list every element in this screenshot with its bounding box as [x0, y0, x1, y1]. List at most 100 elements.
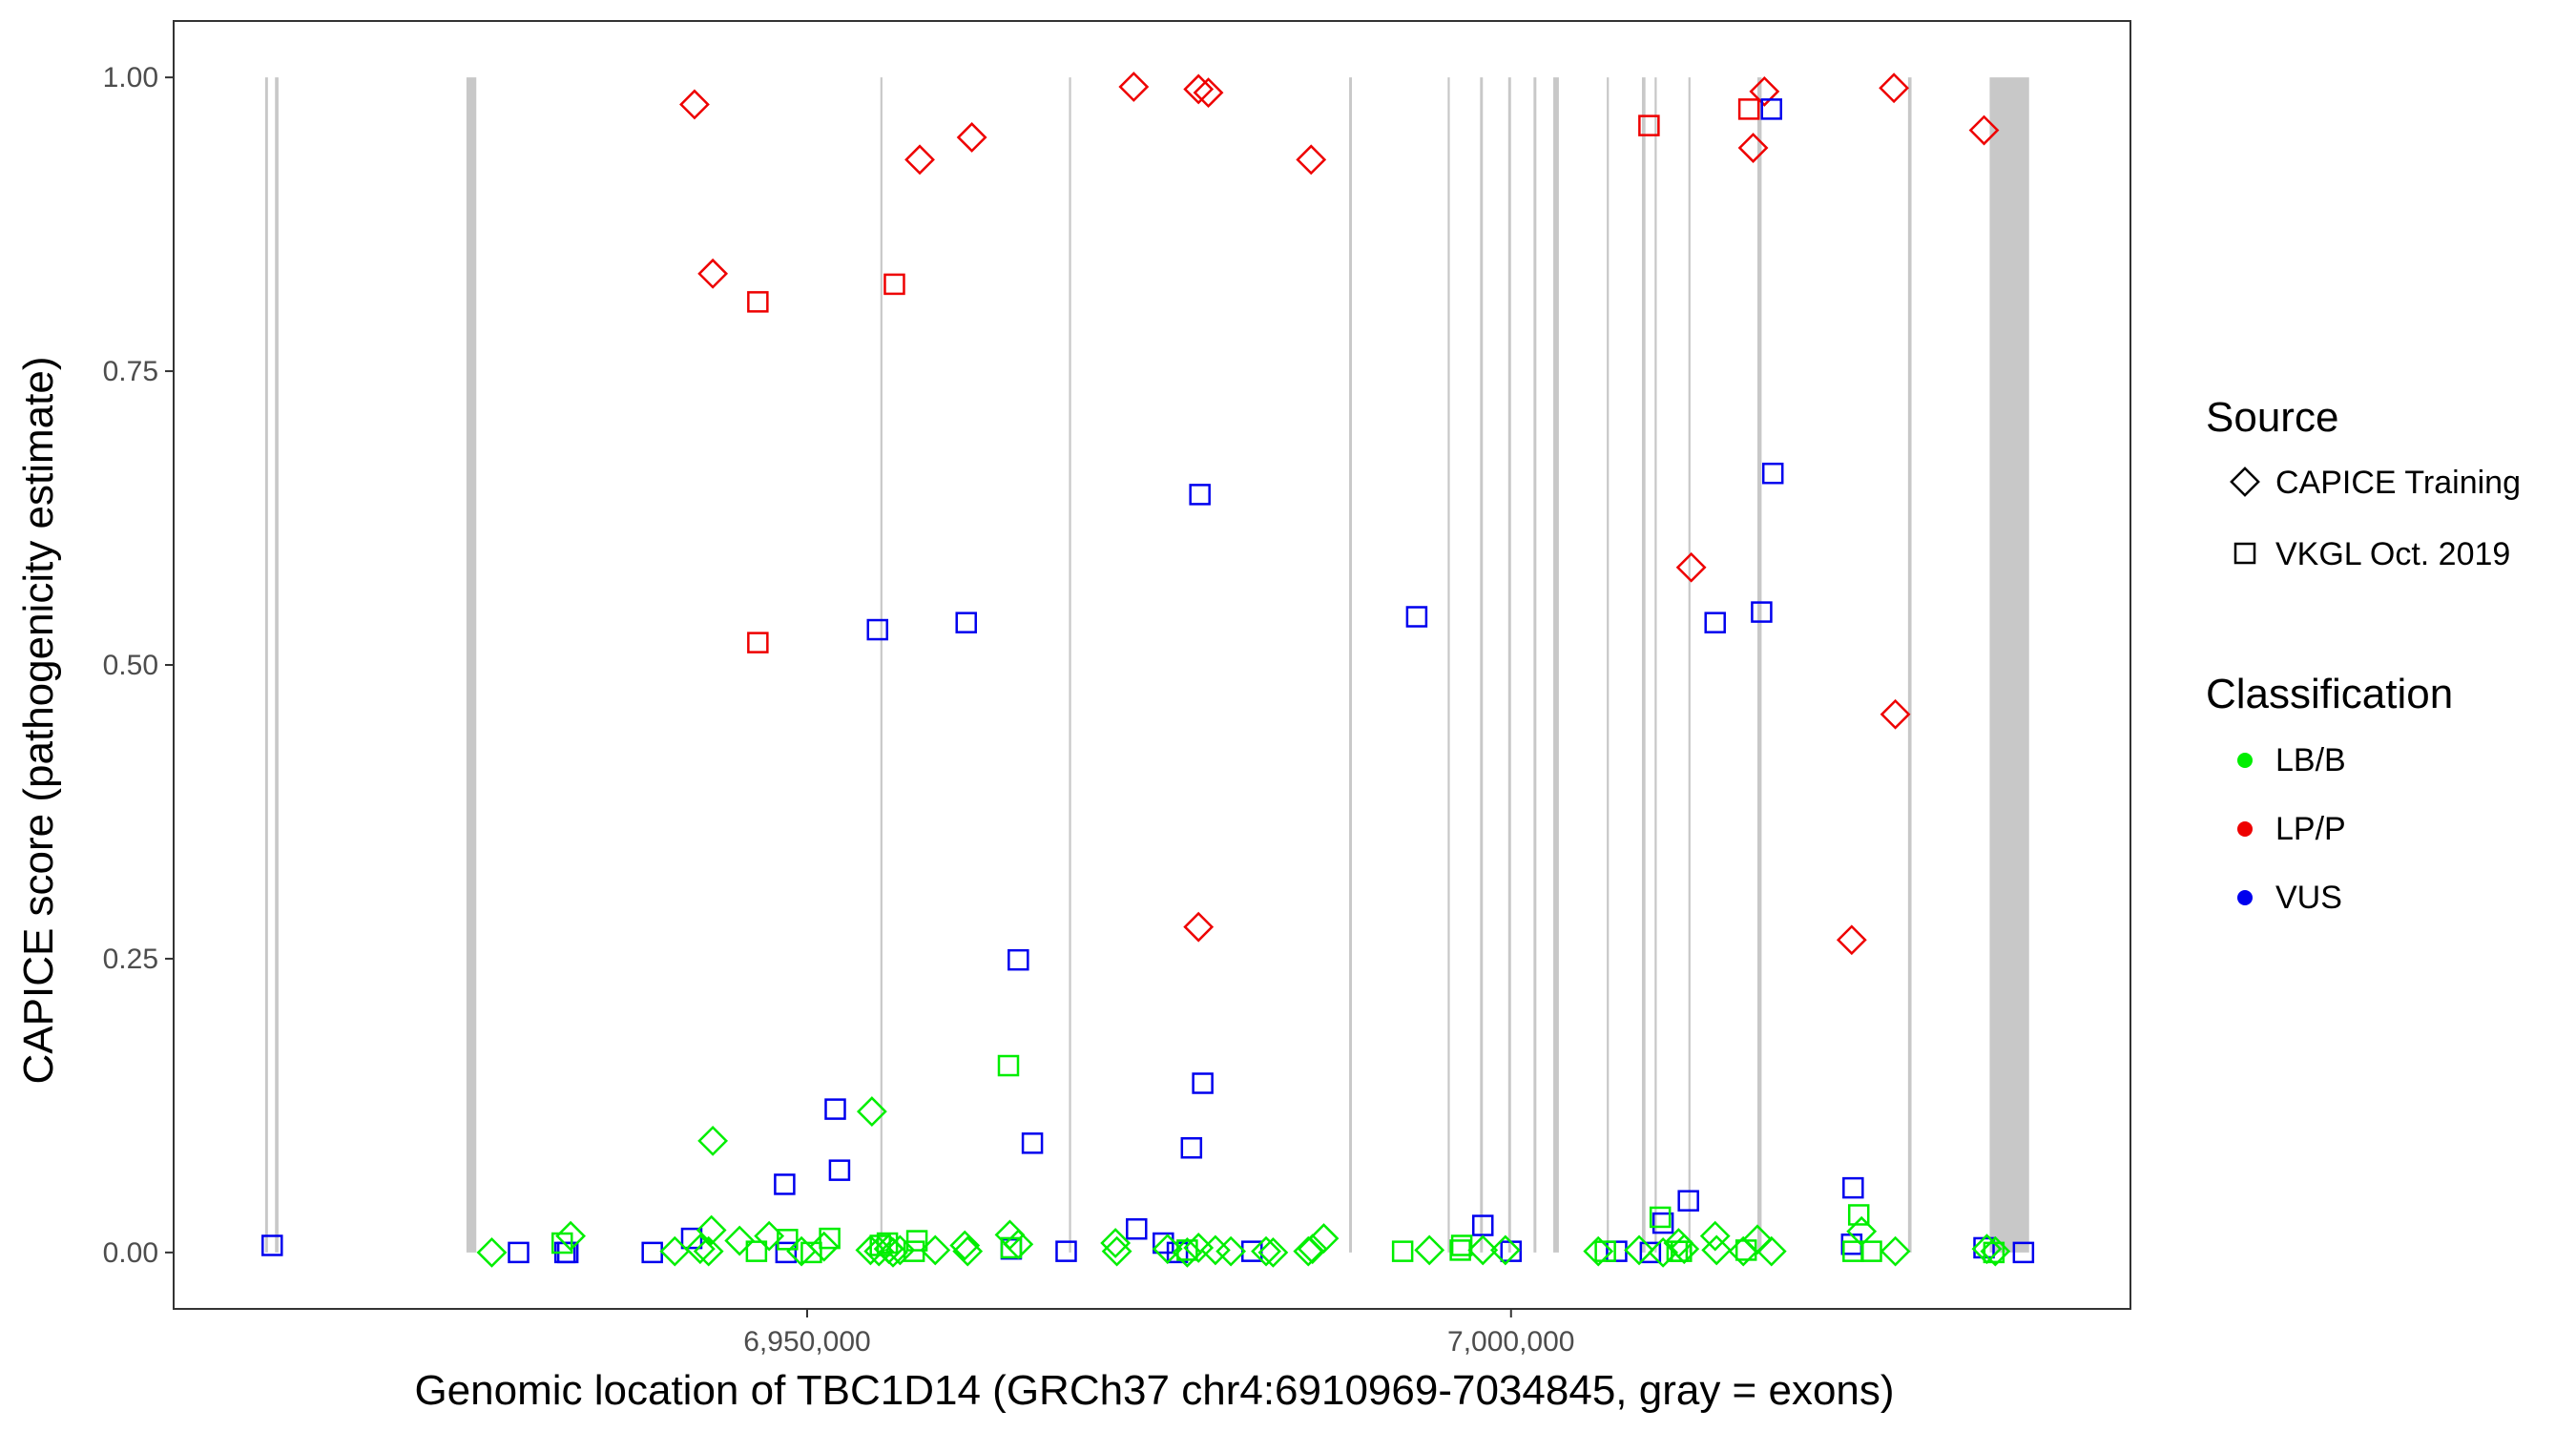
data-point-square	[1176, 1239, 1198, 1261]
exon-band	[1069, 77, 1071, 1253]
y-tick-label: 0.75	[103, 356, 158, 387]
data-point-square	[1860, 1240, 1882, 1262]
data-point-square	[1192, 1072, 1214, 1094]
exon-band	[880, 77, 883, 1253]
data-point-diamond	[1583, 1235, 1614, 1267]
data-point-square	[1704, 612, 1726, 633]
data-point-diamond	[696, 1214, 727, 1246]
exon-band	[1688, 77, 1691, 1253]
data-point-diamond	[1879, 73, 1910, 104]
data-point-square	[828, 1159, 851, 1181]
x-tick-label: 7,000,000	[1447, 1326, 1574, 1358]
data-point-square	[1639, 1241, 1662, 1264]
data-point-diamond	[904, 144, 935, 176]
data-point-diamond	[693, 1235, 724, 1267]
data-point-square	[1594, 1240, 1616, 1262]
data-point-diamond	[1489, 1234, 1521, 1266]
data-point-diamond	[1003, 1229, 1034, 1260]
data-point-square	[876, 1232, 899, 1255]
data-point-square	[824, 1098, 846, 1120]
plot-panel-border	[173, 20, 2131, 1310]
y-tick-label: 0.50	[103, 650, 158, 681]
data-point-square	[955, 612, 977, 633]
data-point-square	[1751, 601, 1773, 623]
exon-band	[1480, 77, 1484, 1253]
data-point-diamond	[1880, 698, 1911, 730]
data-point-square	[1737, 98, 1760, 120]
legend-label-vus: VUS	[2275, 880, 2342, 916]
data-point-square	[1638, 114, 1660, 136]
exon-band	[1756, 77, 1762, 1253]
data-point-square	[1055, 1240, 1077, 1262]
legend-key-lbb	[2237, 753, 2253, 768]
data-point-diamond	[1308, 1223, 1340, 1255]
data-point-square	[1472, 1214, 1494, 1236]
legend-title-classification: Classification	[2206, 671, 2453, 717]
data-point-square	[1652, 1212, 1674, 1234]
exon-band	[1607, 77, 1610, 1253]
data-point-diamond	[878, 1236, 908, 1268]
x-axis: 6,950,000 7,000,000	[743, 1309, 1574, 1358]
data-point-diamond	[1183, 911, 1215, 943]
data-points	[261, 72, 2035, 1268]
data-point-diamond	[1648, 1236, 1679, 1268]
exon-bands	[264, 77, 2029, 1253]
data-point-diamond	[1257, 1236, 1289, 1268]
exon-band	[1349, 77, 1353, 1253]
exon-band	[1989, 77, 2029, 1253]
data-point-square	[1649, 1206, 1672, 1229]
data-point-diamond	[684, 1234, 716, 1265]
data-point-square	[1606, 1240, 1628, 1262]
data-point-diamond	[1624, 1234, 1654, 1266]
data-point-diamond	[1968, 114, 2000, 146]
exon-band	[1447, 77, 1450, 1253]
data-point-diamond	[1737, 133, 1769, 163]
data-point-diamond	[697, 258, 729, 289]
data-point-square	[680, 1227, 703, 1250]
data-point-diamond	[808, 1231, 840, 1262]
data-point-diamond	[476, 1236, 508, 1268]
data-point-diamond	[956, 122, 987, 153]
legend-title-source: Source	[2206, 394, 2338, 441]
exon-band	[1553, 77, 1559, 1253]
data-point-diamond	[555, 1220, 587, 1252]
y-axis-title: CAPICE score (pathogenicity estimate)	[15, 357, 62, 1085]
data-point-diamond	[1193, 77, 1224, 109]
data-point-square	[869, 1234, 891, 1256]
data-point-square	[1677, 1190, 1699, 1212]
legend-key-diamond	[2230, 467, 2260, 497]
data-point-diamond	[1836, 924, 1867, 956]
data-point-square	[819, 1227, 841, 1250]
data-point-diamond	[697, 1125, 729, 1156]
data-point-diamond	[1701, 1234, 1733, 1266]
data-point-diamond	[1669, 1234, 1700, 1265]
exon-band	[1507, 77, 1511, 1253]
legend: Source CAPICE Training VKGL Oct. 2019 Cl…	[2206, 394, 2521, 916]
data-point-square	[1840, 1234, 1863, 1255]
data-point-diamond	[786, 1235, 818, 1267]
data-point-square	[1735, 1239, 1757, 1261]
data-point-square	[866, 618, 889, 641]
data-point-square	[905, 1230, 928, 1252]
data-point-diamond	[1118, 72, 1150, 102]
data-point-square	[1847, 1204, 1870, 1226]
exon-band	[1907, 77, 1912, 1253]
data-point-diamond	[1749, 75, 1780, 107]
data-point-square	[747, 291, 769, 313]
data-point-square	[1189, 484, 1211, 506]
data-point-square	[775, 1241, 798, 1264]
data-point-diamond	[679, 89, 710, 120]
exon-band	[1533, 77, 1537, 1253]
data-point-diamond	[1100, 1228, 1132, 1258]
data-point-diamond	[994, 1219, 1026, 1251]
data-point-diamond	[1101, 1235, 1132, 1267]
data-point-square	[641, 1241, 663, 1264]
y-axis: 0.00 0.25 0.50 0.75 1.00	[103, 62, 174, 1269]
data-point-diamond	[1296, 144, 1327, 176]
data-point-square	[1008, 948, 1029, 971]
data-point-square	[1842, 1176, 1864, 1199]
data-point-square	[745, 1240, 768, 1262]
data-point-diamond	[952, 1235, 984, 1267]
data-point-diamond	[1880, 1235, 1911, 1267]
